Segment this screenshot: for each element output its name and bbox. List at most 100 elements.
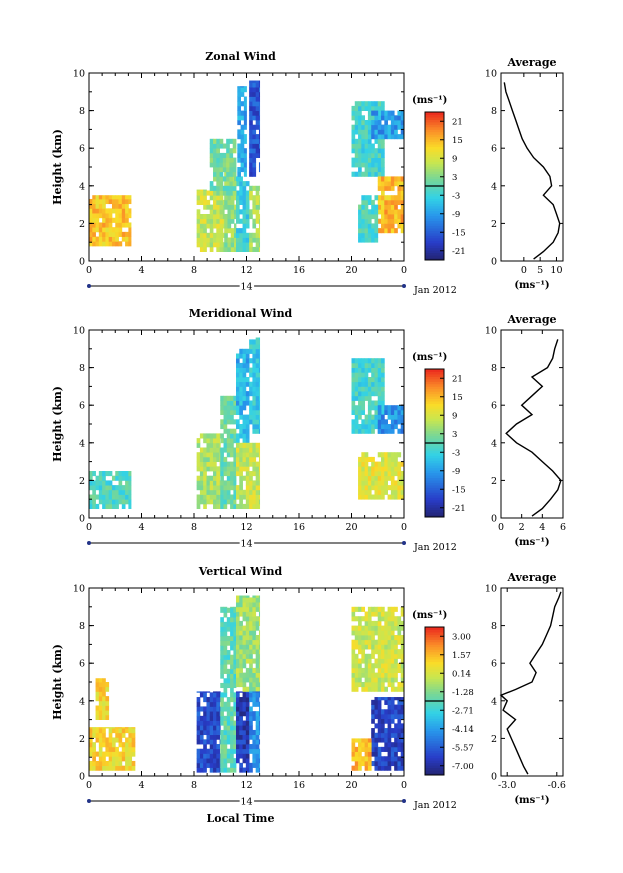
heatmap-cell [239, 734, 243, 740]
heatmap-cell [245, 391, 250, 397]
heatmap-cell [384, 218, 388, 224]
heatmap-cell [364, 199, 369, 205]
heatmap-cell [219, 739, 221, 745]
heatmap-cell [105, 696, 110, 702]
heatmap-cell [364, 635, 369, 641]
heatmap-cell [236, 630, 240, 636]
colorbar-segment [425, 413, 444, 417]
heatmap-cell [245, 630, 250, 636]
heatmap-cell [364, 138, 369, 144]
heatmap-cell [92, 208, 96, 214]
heatmap-cell [213, 697, 217, 703]
heatmap-cell [400, 185, 405, 191]
colorbar-segment [425, 710, 444, 714]
heatmap-cell [125, 756, 129, 762]
heatmap-cell [223, 668, 228, 674]
colorbar-segment [425, 649, 444, 653]
heatmap-cell [361, 424, 366, 430]
heatmap-cell [252, 691, 257, 693]
heatmap-cell [206, 691, 211, 693]
heatmap-cell [229, 152, 234, 158]
heatmap-cell [102, 678, 106, 683]
heatmap-cell [377, 110, 382, 116]
heatmap-cell [236, 405, 240, 411]
heatmap-cell [118, 217, 123, 223]
heatmap-cell [361, 391, 366, 397]
heatmap-cell [245, 214, 250, 220]
heatmap-cell [242, 697, 247, 703]
heatmap-cell [367, 428, 372, 434]
heatmap-cell [89, 737, 93, 743]
heatmap-cell [387, 218, 392, 224]
heatmap-cell [252, 452, 257, 458]
heatmap-cell [242, 195, 247, 201]
heatmap-cell [115, 732, 119, 738]
heatmap-cell [121, 236, 126, 242]
heatmap-cell [203, 739, 207, 745]
heatmap-cell [125, 499, 129, 505]
heatmap-cell [371, 134, 375, 140]
heatmap-cell [219, 691, 221, 693]
heatmap-cell [233, 701, 237, 707]
heatmap-cell [230, 209, 235, 215]
heatmap-cell [196, 734, 201, 740]
heatmap-cell [387, 110, 392, 116]
heatmap-cell [390, 223, 395, 229]
heatmap-cell [239, 744, 243, 750]
heatmap-cell [354, 414, 359, 420]
heatmap-cell [387, 649, 392, 655]
heatmap-cell [249, 110, 253, 116]
heatmap-cell [224, 218, 228, 224]
heatmap-cell [367, 134, 372, 140]
heatmap-cell [203, 232, 207, 238]
heatmap-cell [361, 381, 366, 387]
date-label: Jan 2012 [413, 542, 457, 553]
heatmap-cell [390, 672, 395, 678]
heatmap-cell [384, 428, 388, 434]
heatmap-cell [121, 485, 126, 491]
heatmap-cell [374, 386, 379, 392]
heatmap-cell [367, 228, 372, 234]
heatmap-cell [199, 466, 204, 472]
heatmap-cell [390, 199, 395, 205]
heatmap-cell [361, 115, 366, 121]
heatmap-cell [125, 480, 129, 486]
heatmap-cell [397, 214, 402, 220]
colorbar-unit: (ms⁻¹) [412, 610, 447, 621]
heatmap-cell [258, 597, 261, 603]
heatmap-cell [255, 767, 260, 773]
heatmap-cell [118, 475, 123, 481]
heatmap-cell [400, 732, 405, 738]
heatmap-cell [219, 232, 224, 238]
heatmap-cell [367, 485, 372, 491]
heatmap-cell [95, 686, 100, 692]
heatmap-cell [213, 157, 217, 163]
heatmap-cell [400, 134, 405, 140]
heatmap-cell [361, 653, 366, 659]
heatmap-cell [397, 697, 402, 701]
heatmap-cell [364, 742, 369, 748]
heatmap-cell [98, 475, 103, 481]
colorbar-tick-label: -3 [452, 448, 460, 458]
heatmap-cell [381, 214, 385, 220]
heatmap-cell [92, 765, 96, 771]
heatmap-cell [249, 461, 253, 467]
heatmap-cell [105, 227, 110, 233]
heatmap-cell [258, 148, 261, 154]
heatmap-cell [98, 751, 103, 757]
heatmap-cell [361, 362, 366, 368]
heatmap-cell [95, 208, 100, 214]
heatmap-cell [105, 494, 110, 500]
heatmap-cell [390, 728, 395, 734]
heatmap-cell [374, 672, 379, 678]
heatmap-cell [209, 442, 214, 448]
heatmap-cell [255, 606, 260, 612]
heatmap-cell [111, 494, 116, 500]
heatmap-cell [245, 649, 250, 655]
heatmap-cell [364, 148, 369, 154]
heatmap-cell [242, 494, 247, 500]
heatmap-cell [230, 606, 234, 609]
heatmap-cell [367, 466, 372, 472]
heatmap-cell [258, 232, 261, 238]
heatmap-cell [252, 485, 257, 491]
